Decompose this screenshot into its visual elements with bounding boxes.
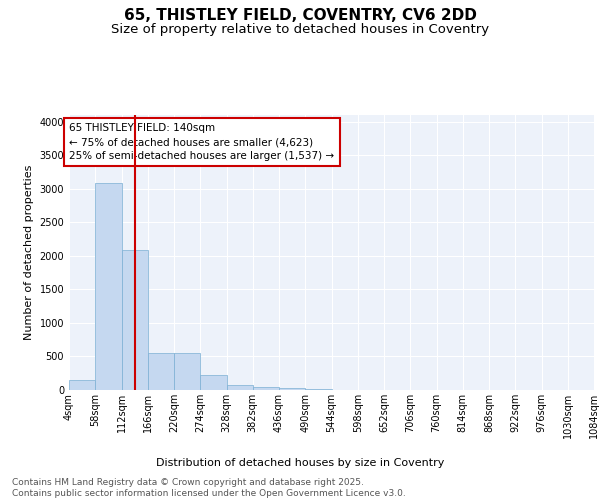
Bar bbox=[148, 353, 174, 390]
Bar bbox=[69, 380, 95, 390]
Text: 65 THISTLEY FIELD: 140sqm
← 75% of detached houses are smaller (4,623)
25% of se: 65 THISTLEY FIELD: 140sqm ← 75% of detac… bbox=[70, 123, 335, 161]
Bar bbox=[253, 386, 279, 390]
Bar bbox=[95, 184, 121, 390]
Bar bbox=[227, 385, 253, 390]
Bar bbox=[200, 374, 227, 390]
Bar bbox=[174, 353, 200, 390]
Text: Distribution of detached houses by size in Coventry: Distribution of detached houses by size … bbox=[156, 458, 444, 468]
Text: Contains HM Land Registry data © Crown copyright and database right 2025.
Contai: Contains HM Land Registry data © Crown c… bbox=[12, 478, 406, 498]
Bar bbox=[305, 388, 331, 390]
Bar bbox=[121, 250, 148, 390]
Text: 65, THISTLEY FIELD, COVENTRY, CV6 2DD: 65, THISTLEY FIELD, COVENTRY, CV6 2DD bbox=[124, 8, 476, 22]
Bar bbox=[279, 388, 305, 390]
Text: Size of property relative to detached houses in Coventry: Size of property relative to detached ho… bbox=[111, 22, 489, 36]
Y-axis label: Number of detached properties: Number of detached properties bbox=[24, 165, 34, 340]
